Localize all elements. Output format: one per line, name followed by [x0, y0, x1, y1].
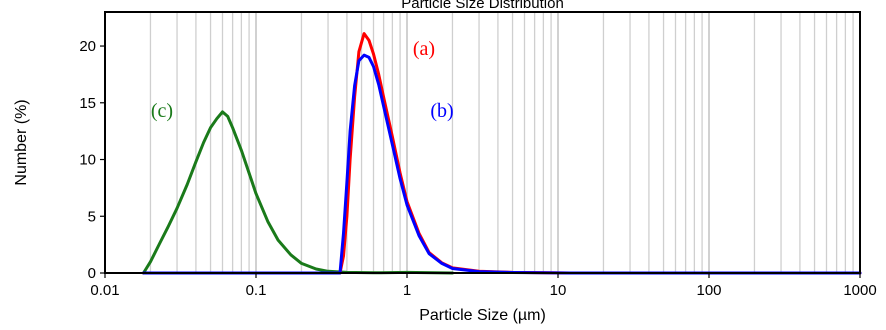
x-tick-label: 0.01	[90, 282, 119, 299]
y-tick-label: 0	[88, 265, 96, 282]
series-labels: (a) (b) (c)	[151, 38, 454, 122]
x-tick-label: 100	[696, 282, 721, 299]
x-axis-label: Particle Size (µm)	[419, 307, 546, 324]
y-tick-label: 5	[88, 208, 96, 225]
series-line-c	[142, 110, 454, 275]
y-axis-label: Number (%)	[13, 99, 30, 185]
grid-lines	[104, 12, 854, 273]
series-label-a: (a)	[413, 38, 435, 60]
y-tick-label: 15	[79, 95, 96, 112]
series-line-b	[142, 53, 862, 275]
series-label-c: (c)	[151, 100, 173, 122]
series-lines	[142, 32, 862, 275]
x-tick-label: 10	[550, 282, 567, 299]
plot-frame	[104, 11, 861, 274]
series-label-b: (b)	[430, 100, 453, 122]
chart-title: Particle Size Distribution	[401, 0, 564, 12]
x-tick-label: 0.1	[246, 282, 267, 299]
x-tick-label: 1	[403, 282, 411, 299]
x-axis-ticks: 0.01 0.1 1 10 100 1000	[90, 273, 877, 299]
y-tick-label: 20	[79, 38, 96, 55]
y-tick-label: 10	[79, 152, 96, 169]
series-line-a	[142, 32, 862, 275]
y-axis-ticks: 0 5 10 15 20	[79, 38, 105, 282]
x-tick-label: 1000	[843, 282, 876, 299]
